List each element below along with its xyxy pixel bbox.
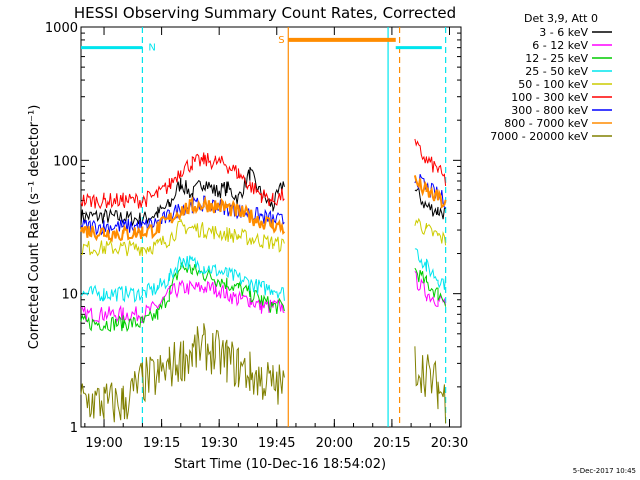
chart-title: HESSI Observing Summary Count Rates, Cor… bbox=[74, 4, 456, 22]
series-line bbox=[414, 187, 446, 220]
x-tick-label: 20:00 bbox=[316, 436, 353, 451]
x-tick-label: 19:00 bbox=[85, 436, 122, 451]
series-line bbox=[80, 219, 285, 257]
legend-label: 300 - 800 keV bbox=[511, 104, 588, 117]
x-tick-label: 19:15 bbox=[143, 436, 180, 451]
series-lines bbox=[80, 138, 447, 424]
x-tick-labels: 19:00 19:15 19:30 19:45 20:00 20:15 20:30 bbox=[85, 436, 468, 451]
x-axis-label: Start Time (10-Dec-16 18:54:02) bbox=[174, 457, 386, 472]
series-line bbox=[414, 267, 447, 307]
time-markers bbox=[141, 27, 447, 427]
annotation-label: N bbox=[148, 43, 155, 54]
y-tick-label: 1000 bbox=[45, 21, 78, 36]
y-tick-labels: 1 10 100 1000 bbox=[45, 21, 78, 436]
series-line bbox=[414, 270, 447, 307]
series-line bbox=[413, 175, 447, 209]
legend-label: 50 - 100 keV bbox=[518, 78, 588, 91]
series-line bbox=[80, 323, 285, 423]
series-line bbox=[414, 217, 447, 246]
x-tick-label: 19:45 bbox=[258, 436, 295, 451]
y-tick-label: 1 bbox=[70, 421, 78, 436]
y-tick-label: 100 bbox=[53, 154, 78, 169]
series-line bbox=[80, 255, 285, 303]
legend-label: 800 - 7000 keV bbox=[504, 117, 588, 130]
legend-label: 6 - 12 keV bbox=[532, 39, 588, 52]
plot-area: NS bbox=[80, 26, 462, 428]
x-tick-label: 19:30 bbox=[200, 436, 237, 451]
series-line bbox=[80, 152, 285, 210]
legend-label: 25 - 50 keV bbox=[525, 65, 588, 78]
series-line bbox=[80, 279, 285, 324]
series-line bbox=[80, 195, 286, 243]
series-line bbox=[414, 346, 447, 424]
series-line bbox=[414, 248, 447, 290]
annotation-bars: NS bbox=[81, 35, 442, 54]
y-axis-label: Corrected Count Rate (s⁻¹ detector⁻¹) bbox=[27, 105, 42, 350]
x-tick-label: 20:30 bbox=[431, 436, 468, 451]
legend-label: 12 - 25 keV bbox=[525, 52, 588, 65]
legend-label: 3 - 6 keV bbox=[539, 26, 588, 39]
footer-date: 5-Dec-2017 10:45 bbox=[573, 467, 636, 475]
series-line bbox=[414, 138, 447, 186]
legend-header: Det 3,9, Att 0 bbox=[524, 12, 598, 25]
legend-label: 100 - 300 keV bbox=[511, 91, 588, 104]
legend-label: 7000 - 20000 keV bbox=[490, 130, 588, 143]
plot-frame bbox=[80, 26, 462, 428]
annotation-label: S bbox=[278, 35, 284, 46]
y-tick-label: 10 bbox=[61, 288, 78, 303]
x-tick-label: 20:15 bbox=[373, 436, 410, 451]
series-line bbox=[80, 166, 285, 227]
